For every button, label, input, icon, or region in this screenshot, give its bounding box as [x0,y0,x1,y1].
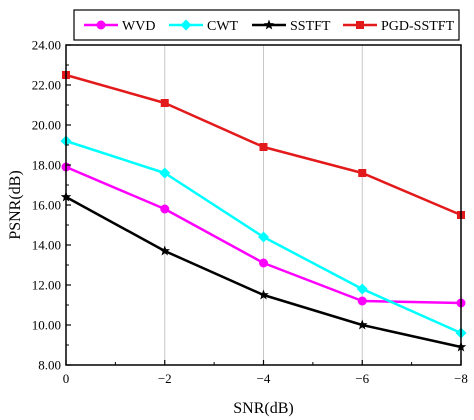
x-axis: 0 −2 −4 −6 −8 [63,360,468,386]
x-tick-label: −2 [158,371,172,386]
y-tick-label: 16.00 [32,198,61,213]
data-point-wvd [259,258,268,268]
legend-marker-wvd [96,20,106,30]
legend-label-pgd-sstft: PGD-SSTFT [381,19,455,34]
data-point-wvd [357,296,367,306]
legend-marker-sstft [263,19,275,30]
x-tick-label: −4 [257,371,271,386]
x-axis-title: SNR(dB) [233,400,293,417]
series-wvd [61,162,466,308]
data-point-sstft [159,245,170,256]
y-tick-label: 18.00 [32,158,61,173]
data-point-cwt [159,167,171,179]
data-point-sstft [357,319,368,330]
legend-label-sstft: SSTFT [290,19,331,34]
legend: WVD CWT SSTFT PGD-SSTFT [73,9,460,41]
y-tick-label: 22.00 [32,78,61,93]
y-tick-label: 24.00 [32,38,61,53]
data-point-pgd-sstft [358,169,367,177]
y-tick-label: 8.00 [38,358,61,373]
x-tick-label: 0 [63,371,70,386]
x-tick-label: −8 [454,371,468,386]
legend-marker-cwt [180,19,192,31]
y-tick-label: 10.00 [32,318,61,333]
data-point-pgd-sstft [259,143,268,151]
y-tick-label: 14.00 [32,238,61,253]
y-tick-label: 12.00 [32,278,61,293]
data-point-sstft [258,289,269,300]
legend-label-cwt: CWT [207,19,239,34]
data-point-cwt [356,283,368,295]
y-tick-label: 20.00 [32,118,61,133]
legend-label-wvd: WVD [122,19,155,34]
data-point-wvd [160,204,170,214]
y-axis: 8.00 10.00 12.00 14.00 16.00 18.00 20.00 22.00 2… [32,38,71,373]
x-tick-label: −6 [355,371,369,386]
y-axis-title: PSNR(dB) [7,170,24,239]
data-point-pgd-sstft [160,99,169,107]
legend-marker-pgd-sstft [356,21,364,29]
data-point-cwt [258,231,269,243]
